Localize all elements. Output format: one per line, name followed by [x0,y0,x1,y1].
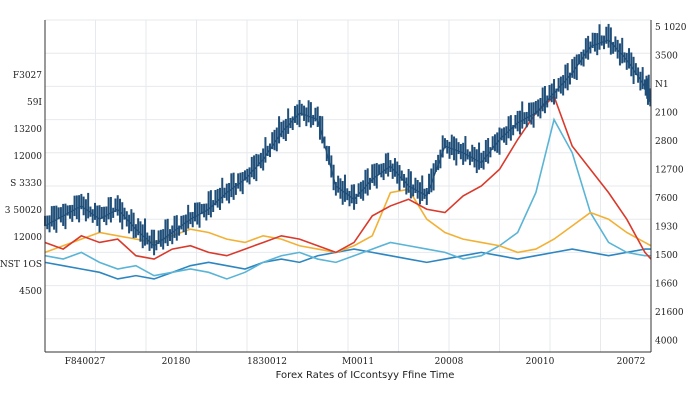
series-line [44,117,651,280]
y-tick-label-left: 12000 [13,233,42,243]
y-tick-label-right: 1660 [655,280,678,290]
y-tick-label-left: S 3330 [10,179,42,189]
y-tick-label-left: UNST 1OS [0,260,42,270]
tick-labels: F840027 20180 1830012 M0011 20008 20010 20072 F… [0,23,687,367]
y-tick-label-right: 7600 [655,194,678,204]
y-tick-label-right: 12700 [655,166,684,176]
x-tick-label: 1830012 [247,357,287,367]
y-tick-label-left: F3027 [13,71,42,81]
y-tick-label-right: 4000 [655,337,678,347]
series-line-main [44,39,652,247]
y-tick-label-right: 5 1020 [655,23,687,33]
series-line [44,248,651,280]
x-tick-label: 20072 [617,357,646,367]
y-tick-label-right: 2100 [655,109,678,119]
y-tick-label-left: 3 50020 [5,206,42,216]
y-tick-label-left: 12000 [13,152,42,162]
x-tick-label: 20180 [162,357,191,367]
y-tick-label-right: 1500 [655,251,678,261]
series-candles [44,23,652,256]
x-tick-label: 20008 [435,357,464,367]
y-tick-label-left: 59I [27,98,42,108]
y-tick-label-right: 21600 [655,308,684,318]
y-tick-label-right: N1 [655,80,669,90]
grid [44,19,652,353]
x-tick-label: F840027 [65,357,106,367]
x-axis-label: Forex Rates of ICcontsyy Ffine Time [276,370,455,381]
y-tick-label-right: 3500 [655,52,678,62]
x-tick-label: 20010 [526,357,555,367]
y-tick-label-left: 4500 [19,287,42,297]
y-tick-label-right: 2800 [655,137,678,147]
y-tick-label-right: 1930 [655,223,678,233]
series-line [44,94,652,260]
axes [44,20,652,353]
x-tick-label: M0011 [342,357,374,367]
y-tick-label-left: 13200 [13,125,42,135]
series-group [44,23,652,280]
